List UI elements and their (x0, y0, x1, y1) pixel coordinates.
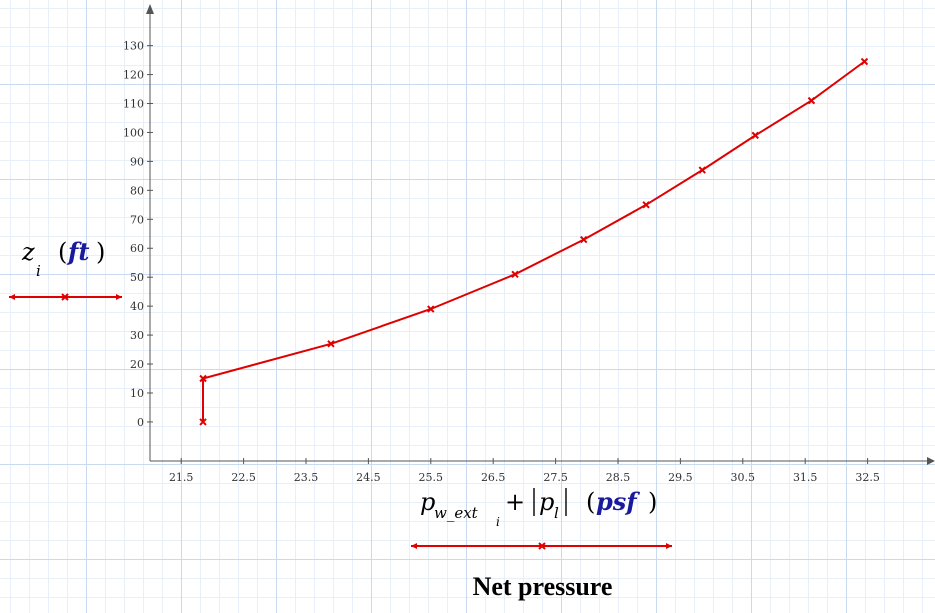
y-tick-label: 10 (130, 387, 144, 400)
axes (146, 4, 935, 465)
x-label-plus: + (505, 488, 525, 516)
x-tick-label: 23.5 (294, 471, 319, 484)
x-label-open-paren: ( (586, 488, 595, 516)
x-tick-label: 31.5 (793, 471, 818, 484)
x-label-term2-sub: l (554, 504, 559, 522)
y-tick-label: 90 (130, 155, 144, 168)
chart-title: Net pressure (472, 572, 613, 601)
data-point (642, 201, 650, 209)
y-label-resize-handle[interactable] (9, 293, 122, 301)
x-tick-label: 26.5 (481, 471, 506, 484)
y-tick-label: 120 (123, 69, 144, 82)
x-label-term2: p (539, 488, 554, 516)
x-tick-label: 21.5 (169, 471, 194, 484)
x-tick-label: 30.5 (731, 471, 756, 484)
y-tick-label: 60 (130, 242, 144, 255)
x-label-unit: psf (596, 487, 640, 516)
x-label-term1: p (420, 488, 435, 516)
y-label-open-paren: ( (58, 238, 67, 266)
y-label-unit: ft (66, 237, 89, 266)
y-tick-label: 20 (130, 358, 144, 371)
data-point (860, 57, 869, 66)
y-tick-label: 100 (123, 126, 144, 139)
data-point (698, 166, 706, 174)
y-tick-labels: 0 10 20 30 40 50 60 70 80 90 100 110 120 130 (123, 40, 144, 429)
x-axis-arrow (927, 457, 935, 465)
data-point (751, 131, 759, 140)
x-tick-label: 22.5 (231, 471, 256, 484)
data-point (199, 418, 207, 426)
series-line (202, 60, 866, 422)
y-tick-label: 80 (130, 184, 144, 197)
x-tick-label: 25.5 (419, 471, 444, 484)
x-tick-label: 29.5 (668, 471, 693, 484)
data-point (511, 270, 519, 279)
y-tick-label: 70 (130, 213, 144, 226)
y-axis-arrow (146, 4, 154, 14)
x-axis-label: p w_ext i + p l ( psf ) (420, 487, 657, 529)
y-tick-label: 30 (130, 329, 144, 342)
y-label-sub: i (36, 262, 41, 280)
data-point (427, 305, 435, 313)
y-tick-label: 50 (130, 271, 144, 284)
y-tick-label: 110 (123, 98, 144, 111)
x-tick-label: 32.5 (855, 471, 880, 484)
x-tick-label: 28.5 (606, 471, 631, 484)
data-point (327, 340, 335, 348)
x-label-resize-handle[interactable] (411, 542, 672, 550)
y-label-var: z (21, 238, 35, 266)
x-tick-label: 27.5 (543, 471, 568, 484)
data-point (199, 374, 207, 383)
data-point (579, 235, 588, 244)
y-tick-label: 130 (123, 40, 144, 53)
y-axis-label: z i ( ft ) (21, 237, 105, 280)
x-tick-labels: 21.5 22.5 23.5 24.5 25.5 26.5 27.5 28.5 29.5 30.5… (169, 471, 880, 484)
y-tick-label: 40 (130, 300, 144, 313)
data-point (807, 96, 816, 105)
series-polyline (202, 60, 866, 422)
x-label-term1-sub: w_ext (434, 504, 479, 522)
x-label-term1-subsub: i (496, 515, 500, 529)
y-tick-label: 0 (137, 416, 144, 429)
y-label-close-paren: ) (96, 238, 105, 266)
x-tick-label: 24.5 (356, 471, 381, 484)
x-label-close-paren: ) (648, 488, 657, 516)
series-markers (199, 57, 869, 426)
